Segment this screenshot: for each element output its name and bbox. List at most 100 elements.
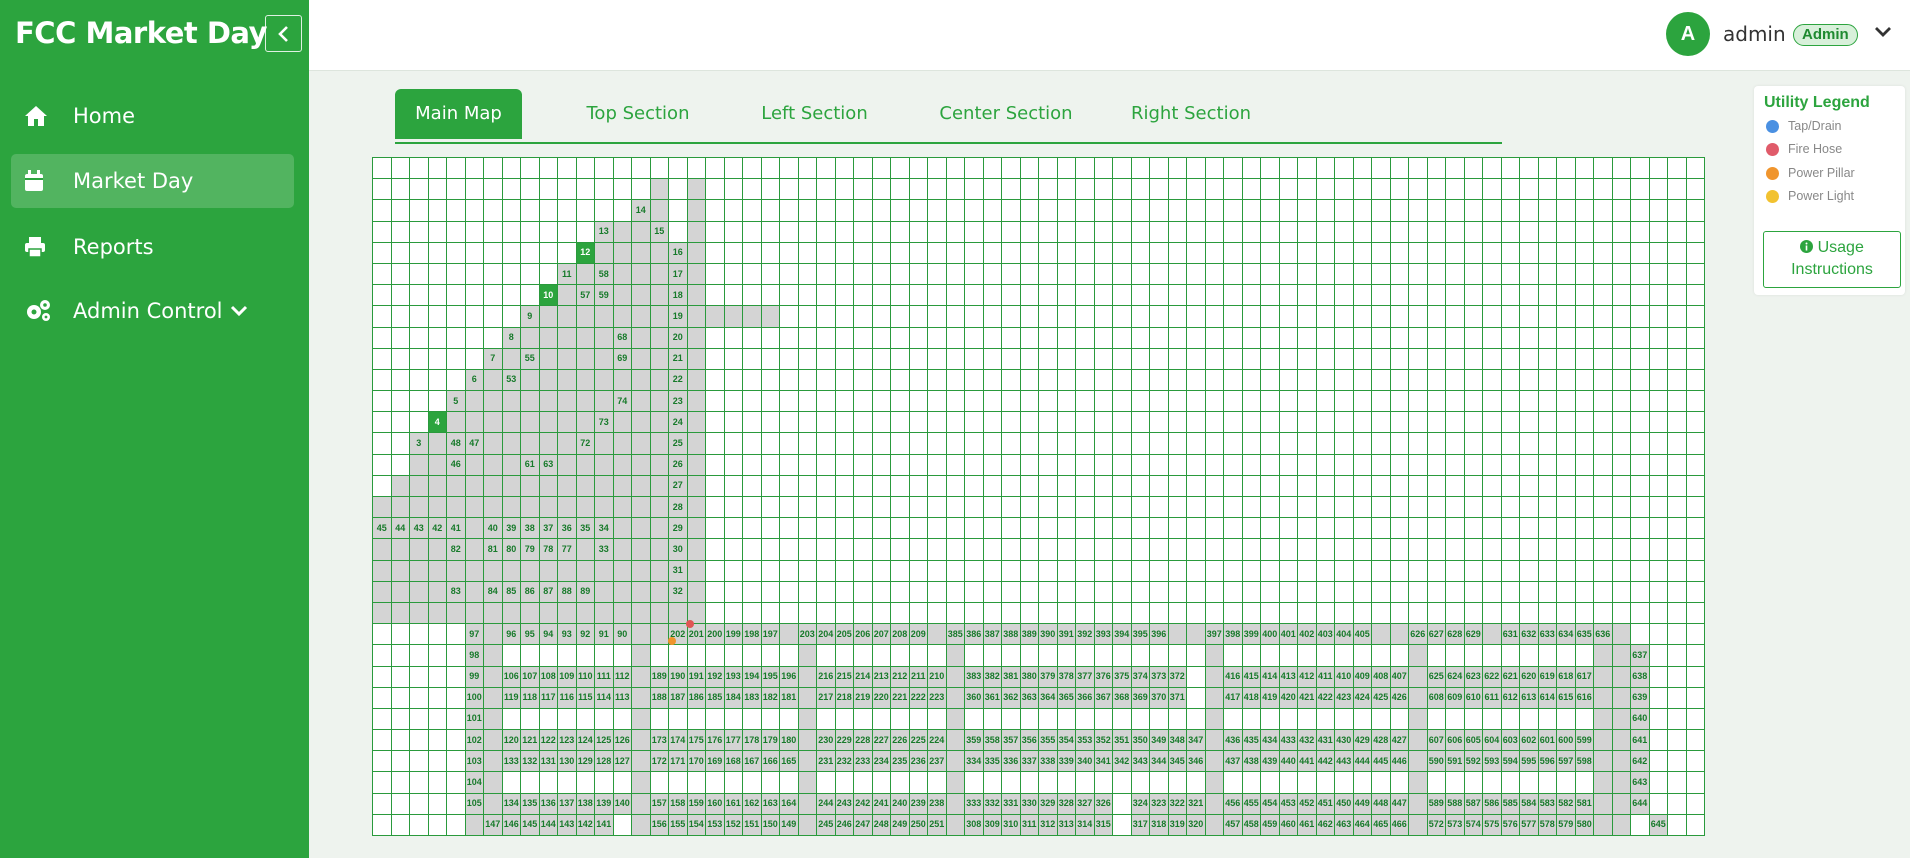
grid-cell[interactable] [1630,559,1650,582]
grid-cell[interactable] [372,686,392,709]
grid-cell[interactable] [1167,707,1187,731]
grid-cell[interactable] [1611,347,1631,370]
stall-347[interactable]: 347 [1186,729,1206,752]
stall-unnumbered[interactable] [686,517,706,540]
stall-unnumbered[interactable] [1593,750,1613,773]
grid-cell[interactable] [1426,178,1446,201]
grid-cell[interactable] [427,305,447,328]
stall-unnumbered[interactable] [1611,707,1631,731]
grid-cell[interactable] [1611,199,1631,222]
grid-cell[interactable] [1112,517,1132,540]
grid-cell[interactable] [390,729,410,752]
stall-unnumbered[interactable] [612,601,632,625]
stall-244[interactable]: 244 [816,792,836,815]
grid-cell[interactable] [1574,474,1594,498]
grid-cell[interactable] [1426,411,1446,434]
grid-cell[interactable] [1648,750,1668,773]
grid-cell[interactable] [1001,601,1021,625]
stall-unnumbered[interactable] [686,220,706,243]
grid-cell[interactable] [1315,178,1335,201]
grid-cell[interactable] [1056,707,1076,731]
grid-cell[interactable] [797,580,817,603]
grid-cell[interactable] [1241,220,1261,243]
grid-cell[interactable] [927,241,947,264]
stall-unnumbered[interactable] [612,432,632,455]
grid-cell[interactable] [1038,262,1058,286]
grid-cell[interactable] [1482,305,1502,328]
grid-cell[interactable] [1315,220,1335,243]
grid-cell[interactable] [964,771,984,794]
grid-cell[interactable] [964,644,984,667]
stall-178[interactable]: 178 [742,729,762,752]
stall-unnumbered[interactable] [649,305,669,328]
stall-393[interactable]: 393 [1093,623,1113,646]
grid-cell[interactable] [1648,771,1668,794]
stall-242[interactable]: 242 [853,792,873,815]
grid-cell[interactable] [1186,644,1206,667]
stall-116[interactable]: 116 [557,686,577,709]
grid-cell[interactable] [760,771,780,794]
grid-cell[interactable] [1500,199,1520,222]
grid-cell[interactable] [1445,220,1465,243]
grid-cell[interactable] [1334,644,1354,667]
grid-cell[interactable] [1241,432,1261,455]
grid-cell[interactable] [1334,156,1354,180]
grid-cell[interactable] [1482,156,1502,180]
stall-unnumbered[interactable] [1371,623,1391,646]
stall-170[interactable]: 170 [686,750,706,773]
grid-cell[interactable] [1278,538,1298,561]
stall-unnumbered[interactable] [557,368,577,392]
grid-cell[interactable] [1630,305,1650,328]
stall-245[interactable]: 245 [816,813,836,837]
grid-cell[interactable] [1260,495,1280,519]
grid-cell[interactable] [1463,284,1483,307]
grid-cell[interactable] [1038,368,1058,392]
grid-cell[interactable] [1001,262,1021,286]
grid-cell[interactable] [1408,284,1428,307]
stall-168[interactable]: 168 [723,750,743,773]
grid-cell[interactable] [1112,559,1132,582]
grid-cell[interactable] [1149,559,1169,582]
grid-cell[interactable] [1315,707,1335,731]
stall-unnumbered[interactable] [575,601,595,625]
grid-cell[interactable] [834,411,854,434]
stall-204[interactable]: 204 [816,623,836,646]
grid-cell[interactable] [1537,559,1557,582]
grid-cell[interactable] [705,326,725,349]
stall-unnumbered[interactable] [631,368,651,392]
stall-157[interactable]: 157 [649,792,669,815]
grid-cell[interactable] [446,792,466,815]
grid-cell[interactable] [1500,411,1520,434]
grid-cell[interactable] [1685,262,1705,286]
stall-unnumbered[interactable] [686,241,706,264]
grid-cell[interactable] [1574,432,1594,455]
stall-457[interactable]: 457 [1223,813,1243,837]
stall-unnumbered[interactable] [538,474,558,498]
stall-618[interactable]: 618 [1556,665,1576,688]
grid-cell[interactable] [1371,390,1391,413]
stall-unnumbered[interactable] [649,580,669,603]
grid-cell[interactable] [705,517,725,540]
grid-cell[interactable] [1482,517,1502,540]
grid-cell[interactable] [538,707,558,731]
stall-615[interactable]: 615 [1556,686,1576,709]
grid-cell[interactable] [1408,156,1428,180]
grid-cell[interactable] [1112,601,1132,625]
grid-cell[interactable] [1648,241,1668,264]
grid-cell[interactable] [1130,178,1150,201]
grid-cell[interactable] [1130,368,1150,392]
stall-125[interactable]: 125 [594,729,614,752]
grid-cell[interactable] [1186,284,1206,307]
grid-cell[interactable] [1167,771,1187,794]
grid-cell[interactable] [1149,453,1169,476]
grid-cell[interactable] [1297,284,1317,307]
grid-cell[interactable] [816,580,836,603]
grid-cell[interactable] [1278,601,1298,625]
grid-cell[interactable] [1648,432,1668,455]
stall-121[interactable]: 121 [520,729,540,752]
grid-cell[interactable] [409,411,429,434]
stall-unnumbered[interactable] [945,707,965,731]
grid-cell[interactable] [1352,368,1372,392]
stall-unnumbered[interactable] [483,665,503,688]
stall-169[interactable]: 169 [705,750,725,773]
